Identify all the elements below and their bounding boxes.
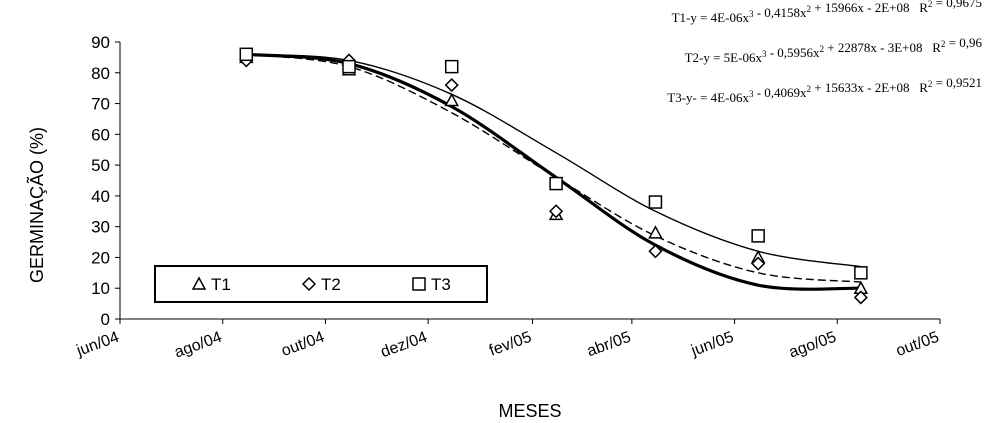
x-tick-label: fev/05	[487, 329, 534, 360]
equations-block: T1-y = 4E-06x3 - 0,4158x2 + 15966x - 2E+…	[667, 0, 982, 105]
point-t3	[648, 195, 663, 209]
point-t2	[751, 256, 766, 271]
x-tick-label: ago/04	[172, 329, 224, 362]
point-t3	[239, 47, 254, 62]
x-tick-label: jun/05	[688, 329, 736, 360]
legend-box	[154, 265, 488, 303]
legend-marker-t1	[191, 276, 207, 290]
point-t3	[549, 176, 563, 191]
x-tick-label: jun/04	[74, 329, 122, 360]
point-t2	[853, 290, 868, 305]
x-tick-label: out/05	[894, 329, 942, 360]
point-t1	[444, 92, 459, 107]
y-tick-label: 10	[91, 279, 110, 298]
x-tick-label: ago/05	[787, 329, 839, 362]
x-axis-label: MESES	[498, 401, 561, 421]
x-tick-label: dez/04	[379, 329, 430, 361]
point-t3	[854, 266, 868, 280]
y-tick-label: 20	[91, 248, 110, 267]
legend-marker-t3	[412, 277, 426, 291]
point-t1	[648, 225, 663, 239]
equation-3: T3-y- = 4E-06x3 - 0,4069x2 + 15633x - 2E…	[667, 75, 982, 105]
y-tick-label: 90	[91, 33, 110, 52]
equation-2: T2-y = 5E-06x3 - 0,5956x2 + 22878x - 3E+…	[685, 35, 983, 65]
y-tick-label: 0	[101, 310, 110, 329]
legend-marker-t2	[301, 276, 317, 292]
legend: T1 T2 T3	[154, 265, 488, 303]
legend-label-t2: T2	[321, 275, 341, 294]
point-t2	[444, 78, 459, 93]
data-points	[239, 47, 869, 305]
x-tick-label: out/04	[279, 329, 327, 360]
point-t3	[751, 229, 765, 243]
point-t2	[549, 204, 564, 219]
y-axis-label: GERMINAÇÃO (%)	[26, 127, 47, 283]
point-t2	[648, 244, 663, 259]
y-tick-label: 40	[91, 187, 110, 206]
y-tick-label: 60	[91, 125, 110, 144]
equation-1: T1-y = 4E-06x3 - 0,4158x2 + 15966x - 2E+…	[672, 0, 982, 25]
point-t3	[342, 59, 356, 74]
y-tick-label: 80	[91, 64, 110, 83]
x-tick-label: abr/05	[585, 329, 634, 361]
point-t3	[444, 59, 459, 74]
legend-label-t1: T1	[211, 275, 231, 294]
y-tick-label: 70	[91, 95, 110, 114]
legend-label-t3: T3	[431, 275, 451, 294]
y-tick-label: 50	[91, 156, 110, 175]
y-tick-label: 30	[91, 218, 110, 237]
